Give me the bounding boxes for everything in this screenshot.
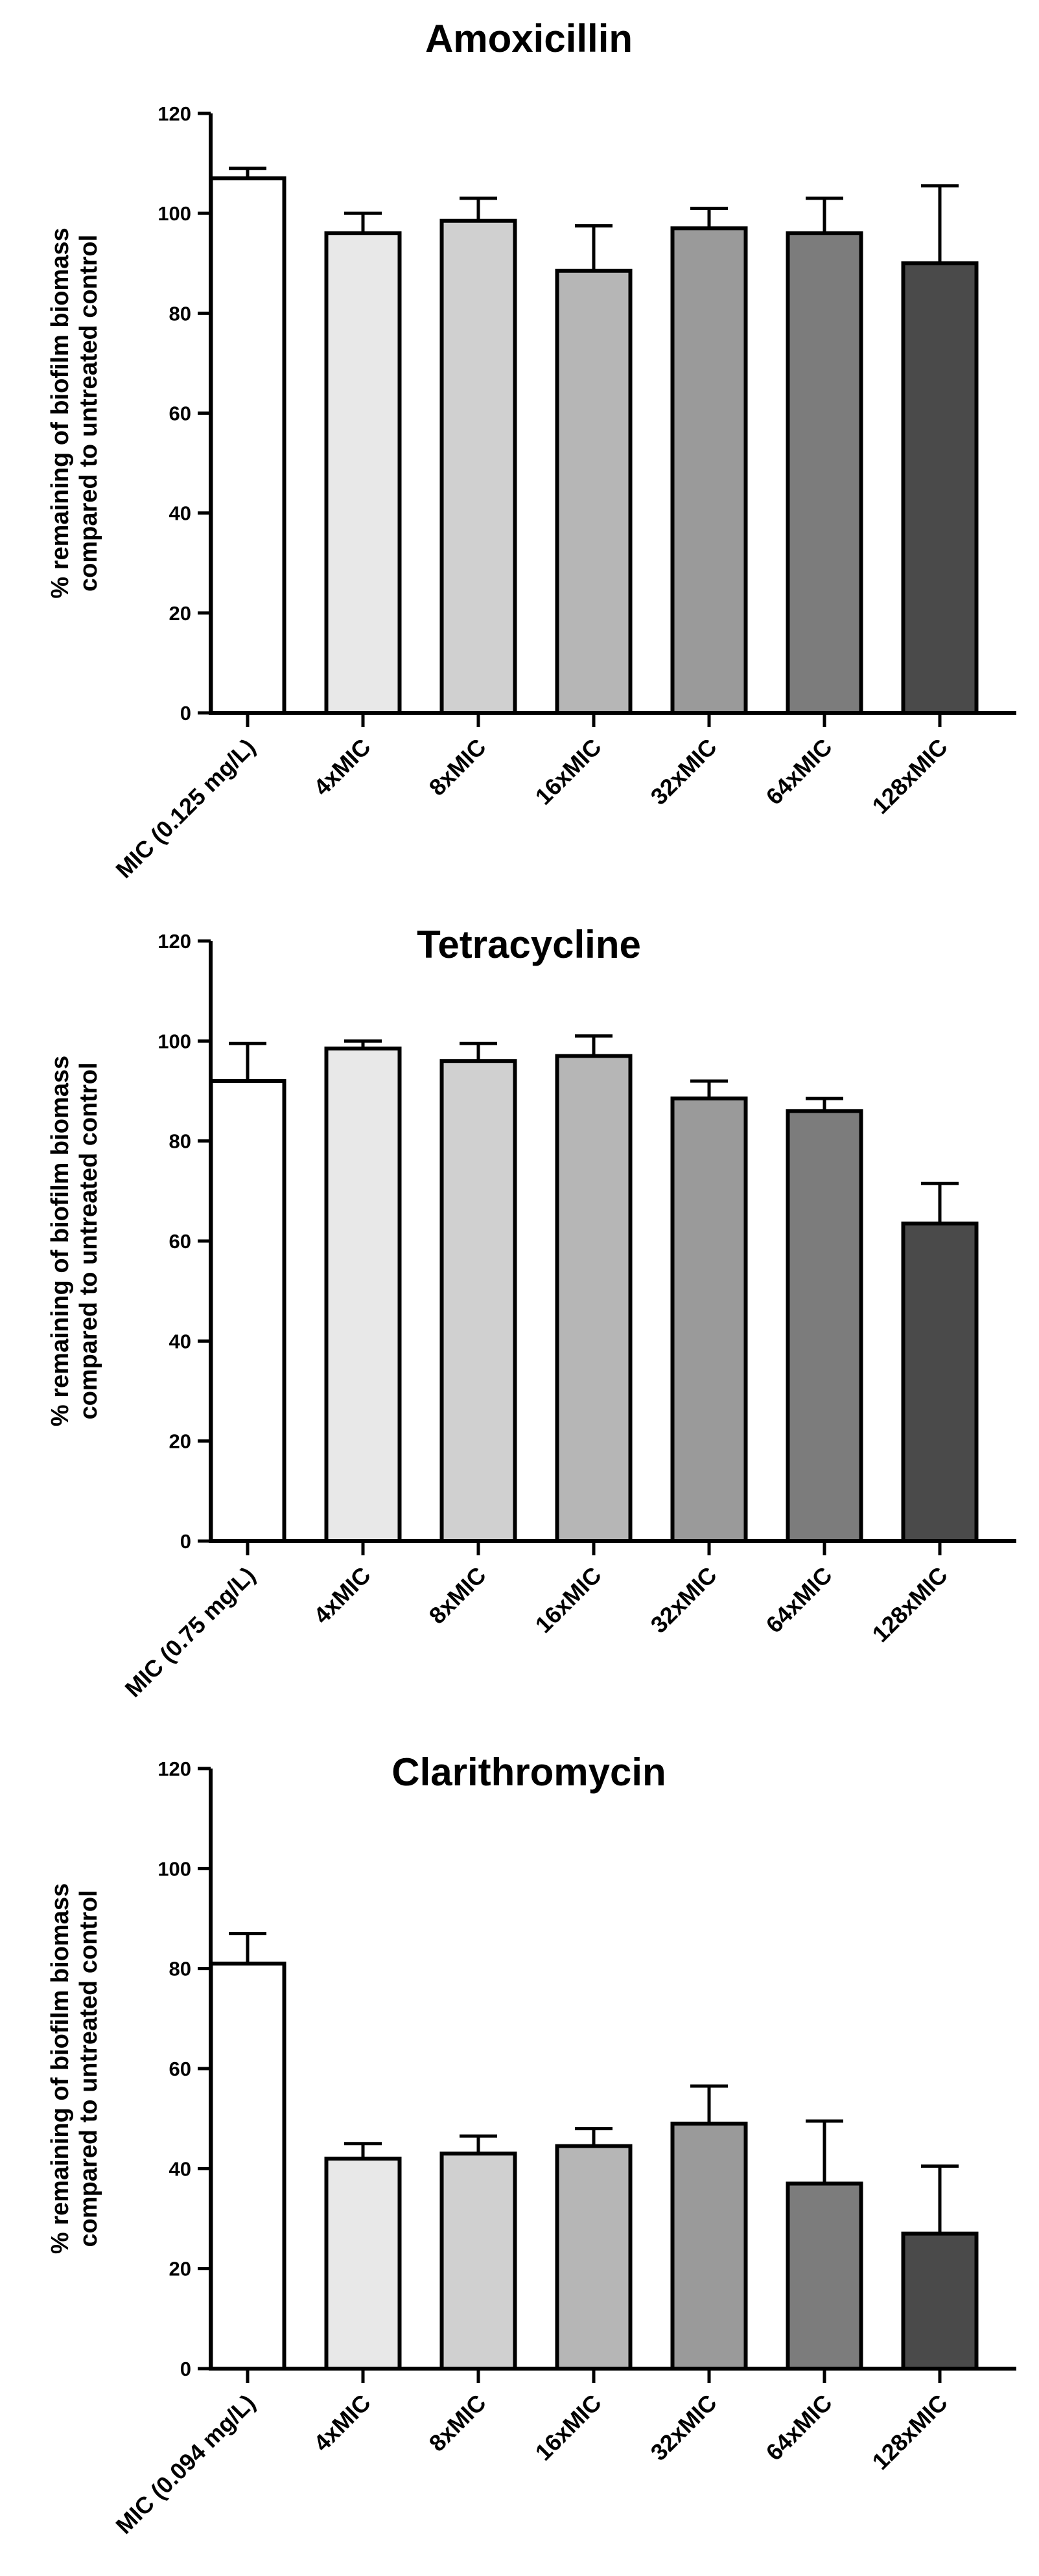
y-tick-label: 100 xyxy=(158,1857,191,1880)
bar xyxy=(439,218,517,715)
y-tick-label: 120 xyxy=(158,930,191,953)
bar xyxy=(786,231,863,715)
bar xyxy=(901,261,979,715)
bar xyxy=(786,1109,863,1544)
bar xyxy=(901,2231,979,2371)
bar xyxy=(324,231,402,715)
bar xyxy=(555,268,633,715)
bar xyxy=(209,1079,286,1543)
chart-panel-1: Amoxicillin % remaining of biofilm biomas… xyxy=(47,17,1016,883)
y-axis-label: % remaining of biofilm biomasscompared t… xyxy=(47,1883,102,2254)
bar xyxy=(439,1059,517,1543)
bar xyxy=(555,1054,633,1543)
y-tick-label: 60 xyxy=(169,402,191,425)
bar xyxy=(209,1961,286,2371)
bar xyxy=(670,1097,748,1543)
y-axis-label: % remaining of biofilm biomasscompared t… xyxy=(47,1056,102,1426)
bar xyxy=(786,2181,863,2371)
y-tick-label: 100 xyxy=(158,202,191,225)
y-tick-label: 0 xyxy=(180,2358,191,2380)
chart-title: Amoxicillin xyxy=(425,17,633,60)
y-tick-label: 100 xyxy=(158,1030,191,1052)
y-tick-label: 60 xyxy=(169,1230,191,1253)
y-tick-label: 20 xyxy=(169,1430,191,1453)
bar xyxy=(439,2152,517,2371)
y-tick-label: 20 xyxy=(169,602,191,625)
bar xyxy=(324,2156,402,2371)
y-tick-label: 80 xyxy=(169,1130,191,1153)
bar xyxy=(670,226,748,715)
y-tick-label: 80 xyxy=(169,302,191,325)
y-tick-label: 0 xyxy=(180,702,191,725)
bar xyxy=(324,1046,402,1543)
bar xyxy=(670,2121,748,2371)
bar xyxy=(901,1221,979,1544)
y-axis-label: % remaining of biofilm biomasscompared t… xyxy=(47,227,102,598)
y-tick-label: 20 xyxy=(169,2258,191,2280)
y-tick-label: 40 xyxy=(169,1330,191,1352)
bar xyxy=(555,2144,633,2371)
chart-title: Tetracycline xyxy=(417,923,641,966)
chart-title: Clarithromycin xyxy=(391,1750,666,1794)
bar xyxy=(209,176,286,715)
y-tick-label: 40 xyxy=(169,2157,191,2180)
y-tick-label: 0 xyxy=(180,1530,191,1553)
y-tick-label: 40 xyxy=(169,502,191,525)
y-tick-label: 120 xyxy=(158,1758,191,1780)
y-tick-label: 120 xyxy=(158,102,191,125)
y-tick-label: 80 xyxy=(169,1958,191,1980)
y-tick-label: 60 xyxy=(169,2058,191,2080)
